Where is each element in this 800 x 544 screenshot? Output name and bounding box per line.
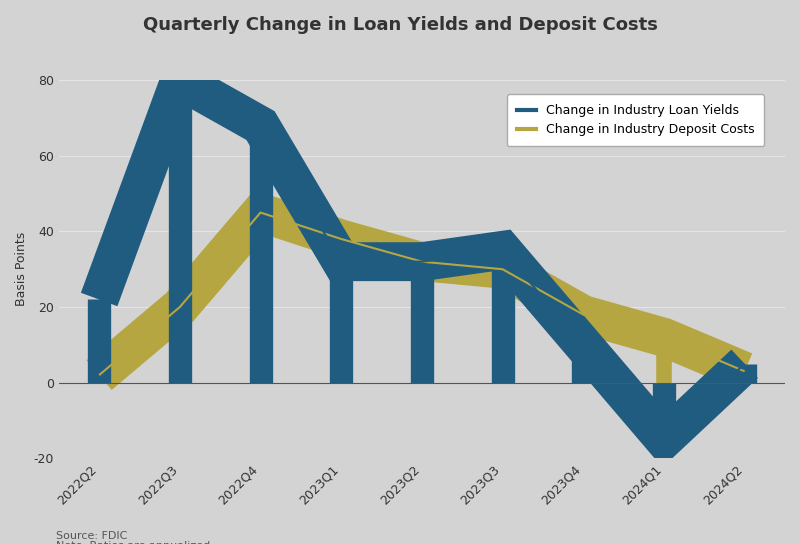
Text: Quarterly Change in Loan Yields and Deposit Costs: Quarterly Change in Loan Yields and Depo… <box>142 16 658 34</box>
Text: Source: FDIC: Source: FDIC <box>56 530 127 541</box>
Text: Note: Ratios are annualized.: Note: Ratios are annualized. <box>56 541 214 544</box>
Y-axis label: Basis Points: Basis Points <box>15 232 28 306</box>
Legend: Change in Industry Loan Yields, Change in Industry Deposit Costs: Change in Industry Loan Yields, Change i… <box>507 94 764 146</box>
